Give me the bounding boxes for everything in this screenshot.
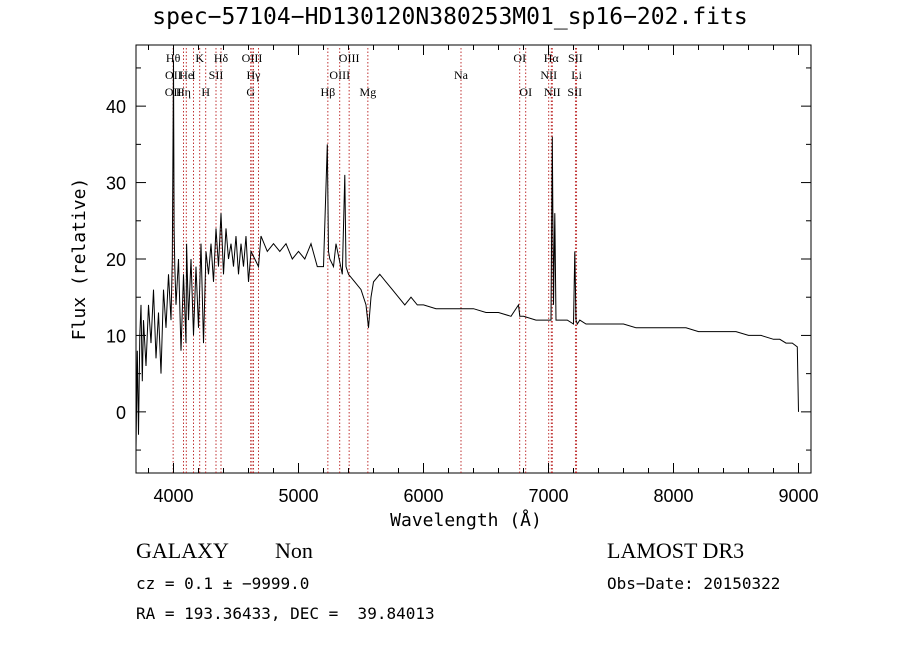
line-label: I bbox=[192, 68, 196, 82]
y-tick-label: 20 bbox=[106, 250, 126, 270]
line-label: Hη bbox=[176, 85, 191, 99]
line-label: Li bbox=[571, 68, 582, 82]
line-label: G bbox=[246, 85, 255, 99]
x-axis-ticks: 4000 5000 6000 7000 8000 9000 bbox=[148, 45, 819, 506]
line-label: H bbox=[201, 85, 210, 99]
observation-date: Obs−Date: 20150322 bbox=[607, 574, 781, 593]
line-label: Hβ bbox=[320, 85, 335, 99]
line-label: Hθ bbox=[166, 51, 181, 65]
object-subclass: Non bbox=[275, 538, 313, 563]
line-label: OIII bbox=[242, 51, 263, 65]
line-label: Hα bbox=[544, 51, 560, 65]
line-label: SII bbox=[567, 85, 582, 99]
x-tick-label: 8000 bbox=[653, 486, 693, 506]
line-label: K bbox=[195, 51, 204, 65]
line-label: OIII bbox=[329, 68, 350, 82]
line-label: SII bbox=[568, 51, 583, 65]
line-label: He bbox=[179, 68, 193, 82]
y-tick-label: 10 bbox=[106, 326, 126, 346]
emission-line-markers bbox=[172, 48, 578, 473]
line-label: NII bbox=[544, 85, 561, 99]
ra-dec-coordinates: RA = 193.36433, DEC = 39.84013 bbox=[136, 604, 435, 623]
object-class: GALAXY bbox=[136, 538, 229, 563]
line-label: OI bbox=[513, 51, 526, 65]
x-tick-label: 4000 bbox=[153, 486, 193, 506]
y-tick-label: 40 bbox=[106, 97, 126, 117]
line-label: SII bbox=[209, 68, 224, 82]
line-label: Mg bbox=[360, 85, 377, 99]
line-label: Na bbox=[454, 68, 469, 82]
survey-name: LAMOST DR3 bbox=[607, 538, 745, 563]
redshift-cz: cz = 0.1 ± −9999.0 bbox=[136, 574, 310, 593]
y-tick-label: 0 bbox=[116, 403, 126, 423]
chart-title: spec−57104−HD130120N380253M01_sp16−202.f… bbox=[152, 4, 748, 30]
y-axis-label: Flux (relative) bbox=[69, 178, 90, 341]
line-label: OIII bbox=[339, 51, 360, 65]
y-tick-label: 30 bbox=[106, 174, 126, 194]
x-axis-label: Wavelength (Å) bbox=[390, 509, 542, 531]
line-label: Hδ bbox=[214, 51, 229, 65]
x-tick-label: 7000 bbox=[528, 486, 568, 506]
x-tick-label: 9000 bbox=[778, 486, 818, 506]
x-tick-label: 5000 bbox=[278, 486, 318, 506]
line-label: NII bbox=[540, 68, 557, 82]
line-label: Hγ bbox=[247, 68, 262, 82]
line-label: OI bbox=[519, 85, 532, 99]
spectrum-line bbox=[135, 60, 799, 451]
x-tick-label: 6000 bbox=[403, 486, 443, 506]
y-axis-ticks: 0 10 20 30 40 bbox=[106, 67, 811, 451]
